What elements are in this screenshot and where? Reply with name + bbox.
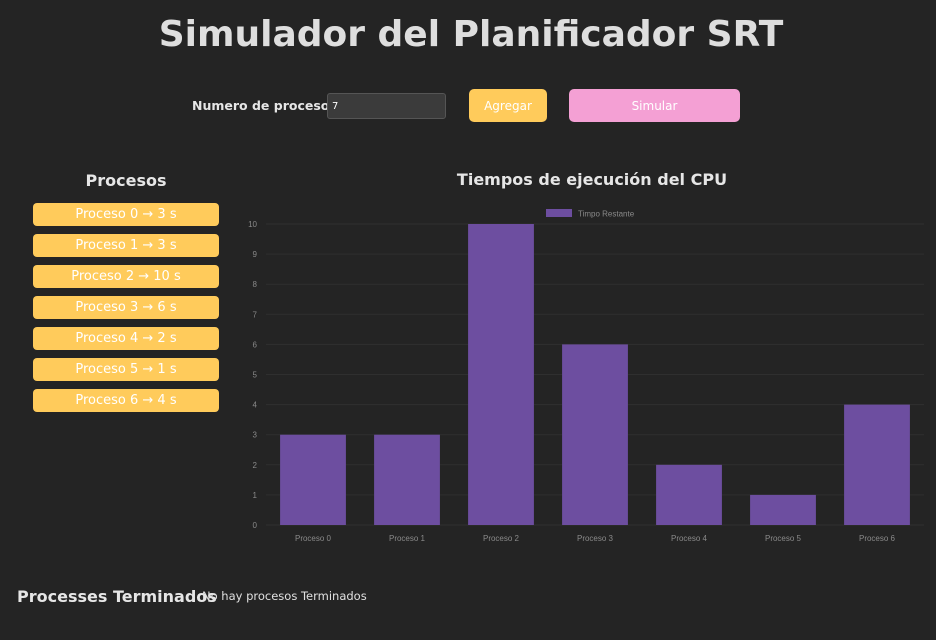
y-tick-label: 4 xyxy=(253,401,258,410)
process-list: Proceso 0 → 3 s Proceso 1 → 3 s Proceso … xyxy=(33,203,219,420)
process-item: Proceso 6 → 4 s xyxy=(33,389,219,412)
bar xyxy=(656,465,722,525)
legend-label: Timpo Restante xyxy=(578,210,635,219)
process-count-label: Numero de procesos xyxy=(192,98,337,114)
y-tick-label: 6 xyxy=(253,340,258,349)
bar xyxy=(468,224,534,525)
bar xyxy=(750,495,816,525)
finished-processes-title: Processes Terminados xyxy=(17,587,217,607)
y-tick-label: 10 xyxy=(248,220,257,229)
process-item: Proceso 5 → 1 s xyxy=(33,358,219,381)
y-tick-label: 8 xyxy=(253,280,258,289)
process-item: Proceso 1 → 3 s xyxy=(33,234,219,257)
x-tick-label: Proceso 4 xyxy=(671,534,708,543)
process-item: Proceso 3 → 6 s xyxy=(33,296,219,319)
x-tick-label: Proceso 1 xyxy=(389,534,426,543)
process-count-input[interactable] xyxy=(327,93,446,119)
x-tick-label: Proceso 5 xyxy=(765,534,802,543)
bar xyxy=(562,344,628,525)
finished-processes-empty-text: No hay procesos Terminados xyxy=(202,589,367,604)
y-tick-label: 2 xyxy=(253,461,258,470)
processes-title: Procesos xyxy=(33,171,219,191)
y-tick-label: 0 xyxy=(253,521,258,530)
bar xyxy=(374,435,440,525)
y-tick-label: 9 xyxy=(253,250,258,259)
y-tick-label: 1 xyxy=(253,491,258,500)
y-tick-label: 7 xyxy=(253,310,258,319)
add-button[interactable]: Agregar xyxy=(469,89,547,122)
y-tick-label: 3 xyxy=(253,431,258,440)
x-tick-label: Proceso 2 xyxy=(483,534,520,543)
page-title: Simulador del Planificador SRT xyxy=(0,12,936,58)
legend-swatch xyxy=(546,209,572,217)
simulate-button[interactable]: Simular xyxy=(569,89,740,122)
process-item: Proceso 2 → 10 s xyxy=(33,265,219,288)
process-item: Proceso 0 → 3 s xyxy=(33,203,219,226)
cpu-time-bar-chart: 0 1 2 3 4 5 6 7 8 9 10 Proceso 0 Proceso 1 Proceso 2 P… xyxy=(240,200,930,550)
y-tick-label: 5 xyxy=(253,371,258,380)
bar xyxy=(844,405,910,525)
bar xyxy=(280,435,346,525)
x-tick-label: Proceso 6 xyxy=(859,534,896,543)
x-tick-label: Proceso 0 xyxy=(295,534,332,543)
chart-title: Tiempos de ejecución del CPU xyxy=(442,170,742,190)
process-item: Proceso 4 → 2 s xyxy=(33,327,219,350)
x-tick-label: Proceso 3 xyxy=(577,534,614,543)
